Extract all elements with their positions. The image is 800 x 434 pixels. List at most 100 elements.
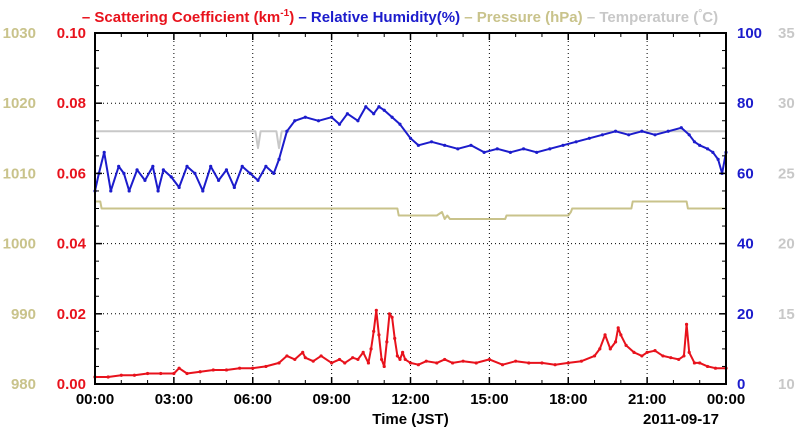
data-point-scattering <box>408 361 413 365</box>
data-point-scattering <box>293 357 297 362</box>
data-point-scattering <box>553 363 557 367</box>
data-point-scattering <box>145 371 150 376</box>
data-point-scattering <box>398 357 402 362</box>
data-point-scattering <box>382 364 386 369</box>
legend-entry: Temperature ( <box>599 9 698 26</box>
data-point-humidity <box>256 178 260 183</box>
data-point-humidity <box>687 133 691 137</box>
data-point-humidity <box>377 105 381 109</box>
data-point-scattering <box>527 361 531 365</box>
y-tick-label-scattering: 0.06 <box>57 165 86 182</box>
data-point-humidity <box>135 168 139 172</box>
data-point-humidity <box>337 122 342 126</box>
data-point-humidity <box>345 112 349 116</box>
data-point-scattering <box>238 366 242 370</box>
x-axis-title: Time (JST) <box>372 411 448 428</box>
data-point-humidity <box>482 150 486 154</box>
data-point-humidity <box>416 143 420 147</box>
data-point-scattering <box>424 359 428 363</box>
data-point-scattering <box>435 361 439 365</box>
data-point-scattering <box>474 361 478 365</box>
data-point-humidity <box>469 143 473 147</box>
data-point-scattering <box>461 359 465 363</box>
data-point-scattering <box>177 366 181 370</box>
data-point-humidity <box>429 140 434 144</box>
data-point-humidity <box>372 112 376 116</box>
data-point-scattering <box>119 373 123 377</box>
date-label: 2011-09-17 <box>643 411 719 428</box>
data-point-humidity <box>561 143 565 147</box>
data-point-scattering <box>692 361 697 365</box>
legend-marker: – <box>82 9 95 26</box>
data-point-humidity <box>143 178 147 183</box>
data-point-humidity <box>201 189 205 193</box>
legend-marker: – <box>460 9 477 26</box>
data-point-scattering <box>369 347 373 351</box>
data-point-scattering <box>677 357 681 362</box>
legend-superscript: -1 <box>280 8 289 19</box>
data-point-scattering <box>608 347 612 351</box>
data-point-scattering <box>372 329 376 333</box>
data-point-humidity <box>240 164 244 168</box>
data-point-scattering <box>303 356 307 360</box>
data-point-humidity <box>102 150 106 154</box>
data-point-scattering <box>330 361 334 365</box>
data-point-humidity <box>109 189 113 193</box>
data-point-humidity <box>151 164 155 168</box>
data-point-humidity <box>185 164 189 168</box>
x-tick-label: 12:00 <box>391 391 429 408</box>
data-point-humidity <box>364 105 368 109</box>
legend-entry: Relative Humidity(%) <box>311 9 460 26</box>
data-point-scattering <box>669 356 673 360</box>
gridlines <box>95 33 726 384</box>
data-point-humidity <box>653 133 657 137</box>
x-tick-label: 00:00 <box>707 391 745 408</box>
y-tick-label-humidity: 100 <box>737 25 762 42</box>
data-point-humidity <box>224 168 229 172</box>
data-point-humidity <box>127 189 131 193</box>
series-line-pressure <box>95 200 726 220</box>
y-tick-label-scattering: 0.08 <box>57 95 86 112</box>
y-tick-label-pressure: 1000 <box>3 236 36 253</box>
data-point-scattering <box>366 361 371 365</box>
data-point-scattering <box>624 343 628 347</box>
x-tick-label: 18:00 <box>549 391 587 408</box>
data-point-scattering <box>224 368 229 372</box>
data-point-humidity <box>193 171 197 175</box>
data-point-humidity <box>169 175 173 179</box>
data-point-scattering <box>713 366 718 370</box>
y-tick-label-temperature: 20 <box>778 236 795 253</box>
data-point-scattering <box>443 357 447 362</box>
y-tick-label-pressure: 1020 <box>3 95 36 112</box>
data-point-humidity <box>293 119 297 123</box>
data-point-humidity <box>705 147 710 151</box>
data-point-scattering <box>311 359 315 363</box>
data-point-scattering <box>613 340 618 344</box>
y-tick-label-temperature: 35 <box>778 25 795 42</box>
y-tick-label-temperature: 10 <box>778 376 795 393</box>
data-point-scattering <box>687 350 691 355</box>
legend-superscript: ° <box>698 8 702 19</box>
data-point-humidity <box>161 168 165 172</box>
x-tick-label: 09:00 <box>312 391 350 408</box>
x-tick-label: 06:00 <box>234 391 272 408</box>
data-point-scattering <box>351 356 355 360</box>
data-point-humidity <box>209 164 213 168</box>
data-point-scattering <box>632 350 636 355</box>
y-tick-label-pressure: 990 <box>11 306 36 323</box>
data-point-scattering <box>616 326 620 330</box>
data-point-scattering <box>387 312 392 316</box>
data-point-humidity <box>443 143 447 147</box>
data-point-humidity <box>398 122 402 126</box>
data-point-humidity <box>356 119 360 123</box>
data-point-humidity <box>600 133 605 137</box>
data-point-humidity <box>692 140 697 144</box>
data-point-scattering <box>645 350 649 355</box>
data-point-scattering <box>653 349 657 353</box>
legend-marker: – <box>583 9 600 26</box>
data-point-scattering <box>682 354 686 358</box>
data-point-humidity <box>277 157 281 161</box>
data-point-humidity <box>303 115 307 119</box>
y-tick-label-scattering: 0.02 <box>57 306 86 323</box>
tick-labels: 00:00 03:00 06:00 09:00 12:00 15:00 18:00 21:00… <box>3 25 795 408</box>
